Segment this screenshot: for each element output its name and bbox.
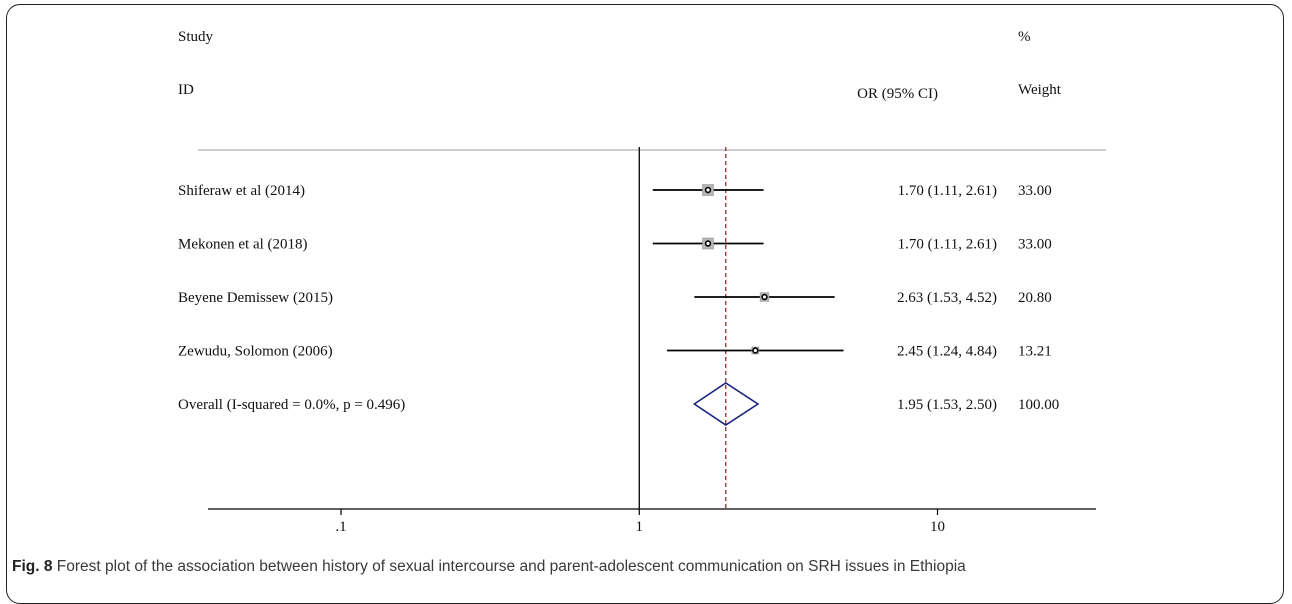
point-estimate (752, 347, 759, 354)
or-ci-value: 1.70 (1.11, 2.61) (898, 183, 997, 199)
weight-value: 33.00 (1018, 183, 1052, 199)
header-percent: % (1018, 29, 1031, 45)
figure-caption: Fig. 8 Forest plot of the association be… (12, 558, 1282, 576)
study-row: Mekonen et al (2018) 1.70 (1.11, 2.61) 33.… (178, 237, 1052, 253)
overall-label: Overall (I-squared = 0.0%, p = 0.496) (178, 397, 405, 413)
study-label: Mekonen et al (2018) (178, 237, 308, 253)
overall-or-ci-value: 1.95 (1.53, 2.50) (897, 397, 997, 413)
header-or-ci: OR (95% CI) (857, 86, 938, 102)
header-study: Study (178, 29, 214, 45)
study-row: Shiferaw et al (2014) 1.70 (1.11, 2.61) 33… (178, 183, 1052, 199)
or-ci-value: 2.45 (1.24, 4.84) (897, 344, 997, 360)
study-row: Beyene Demissew (2015) 2.63 (1.53, 4.52) 2… (178, 290, 1052, 306)
or-ci-value: 1.70 (1.11, 2.61) (898, 237, 997, 253)
overall-weight-value: 100.00 (1018, 397, 1059, 413)
study-label: Beyene Demissew (2015) (178, 290, 333, 306)
study-label: Shiferaw et al (2014) (178, 183, 305, 199)
x-tick-label: 10 (930, 519, 945, 535)
weight-value: 13.21 (1018, 344, 1052, 360)
weight-value: 20.80 (1018, 290, 1052, 306)
or-ci-value: 2.63 (1.53, 4.52) (897, 290, 997, 306)
x-tick-label: 1 (636, 519, 644, 535)
x-tick-label: .1 (335, 519, 346, 535)
study-label: Zewudu, Solomon (2006) (178, 344, 333, 360)
point-estimate (704, 186, 712, 194)
point-estimate (761, 293, 768, 301)
header-weight: Weight (1018, 82, 1062, 98)
overall-row: Overall (I-squared = 0.0%, p = 0.496) 1.9… (178, 382, 1059, 426)
header-id: ID (178, 82, 194, 98)
point-estimate (704, 240, 712, 247)
caption-text: Forest plot of the association between h… (56, 558, 966, 575)
study-row: Zewudu, Solomon (2006) 2.45 (1.24, 4.84) 1… (178, 344, 1052, 360)
caption-label: Fig. 8 (12, 558, 53, 575)
weight-value: 33.00 (1018, 237, 1052, 253)
forest-plot: Study ID OR (95% CI) % Weight .1 1 10 Shif… (178, 29, 1106, 535)
overall-diamond (692, 382, 760, 426)
